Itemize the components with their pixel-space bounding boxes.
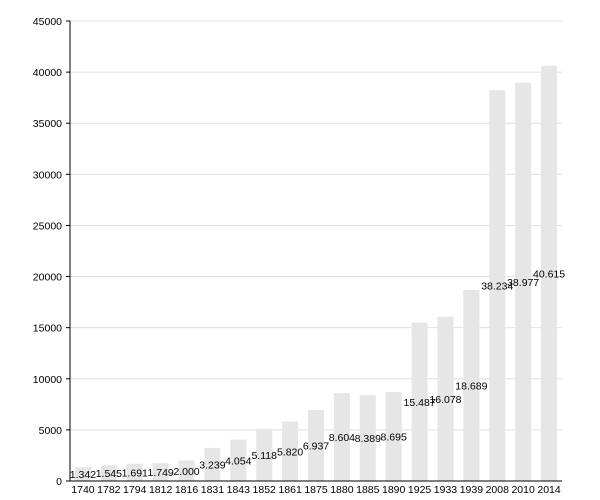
data-label: 1.545 <box>96 468 122 480</box>
y-tick-label: 45000 <box>33 16 62 28</box>
x-tick-label: 1843 <box>227 484 251 496</box>
y-tick-label: 0 <box>56 476 62 488</box>
bar-1852 <box>256 428 273 481</box>
x-tick-label: 1782 <box>97 484 121 496</box>
bar-1933 <box>437 316 454 481</box>
x-tick-label: 1890 <box>382 484 406 496</box>
bar-1880 <box>333 393 350 481</box>
x-tick-label: 1885 <box>356 484 380 496</box>
bar-2010 <box>515 82 532 481</box>
y-tick-label: 5000 <box>39 425 63 437</box>
bar-1890 <box>385 392 402 481</box>
x-tick-label: 1875 <box>304 484 328 496</box>
data-label: 5.820 <box>277 446 303 458</box>
x-tick-label: 2014 <box>537 484 561 496</box>
x-tick-labels: 1740 1782 1794 1812 1816 1831 1843 1852 1861 1875… <box>71 484 561 496</box>
y-tick-label: 10000 <box>33 374 62 386</box>
bar-1831 <box>204 447 221 481</box>
x-tick-label: 2010 <box>511 484 535 496</box>
x-tick-label: 1740 <box>71 484 95 496</box>
x-tick-label: 1831 <box>201 484 225 496</box>
y-tick-label: 35000 <box>33 118 62 130</box>
x-tick-label: 1933 <box>434 484 458 496</box>
data-label: 8.604 <box>329 432 355 444</box>
bar-1939 <box>463 289 480 481</box>
bar-1885 <box>359 395 376 481</box>
x-tick-label: 1880 <box>330 484 354 496</box>
y-tick-labels: 0 5000 10000 15000 20000 25000 30000 35000 40000… <box>33 16 62 488</box>
bar-1816 <box>178 460 195 481</box>
y-tick-label: 20000 <box>33 272 62 284</box>
bar-1843 <box>230 439 247 481</box>
bar-1782 <box>100 465 117 481</box>
y-tick-label: 15000 <box>33 323 62 335</box>
axes <box>69 21 562 482</box>
data-label: 1.691 <box>122 467 148 479</box>
data-label: 16.078 <box>429 394 461 406</box>
bar-1740 <box>74 467 91 481</box>
data-label: 15.487 <box>404 397 436 409</box>
x-tick-label: 1861 <box>278 484 302 496</box>
data-label: 8.389 <box>355 433 381 445</box>
y-tick-label: 30000 <box>33 169 62 181</box>
bar-1812 <box>152 463 169 481</box>
data-label: 38.234 <box>481 281 513 293</box>
x-tick-label: 1939 <box>460 484 484 496</box>
data-label: 6.937 <box>303 441 329 453</box>
y-tick-label: 25000 <box>33 220 62 232</box>
data-label: 1.342 <box>70 469 96 481</box>
bar-1861 <box>282 421 299 481</box>
grid-lines <box>66 20 562 482</box>
x-tick-label: 1812 <box>149 484 173 496</box>
bar-2014 <box>541 65 558 481</box>
data-label: 40.615 <box>533 268 565 280</box>
bar-2008 <box>489 90 506 481</box>
bar-1794 <box>126 463 143 481</box>
x-tick-label: 1816 <box>175 484 199 496</box>
data-label: 2.000 <box>173 466 199 478</box>
x-tick-label: 1925 <box>408 484 432 496</box>
bar-1875 <box>307 410 325 481</box>
data-label: 3.239 <box>199 459 225 471</box>
bar-1925 <box>411 322 428 481</box>
data-label: 38.977 <box>507 277 539 289</box>
x-tick-label: 1852 <box>253 484 277 496</box>
data-label: 1.749 <box>147 467 173 479</box>
data-label: 5.118 <box>251 450 277 462</box>
data-label: 18.689 <box>455 380 487 392</box>
data-label: 4.054 <box>225 455 251 467</box>
data-label: 8.695 <box>381 432 407 444</box>
y-tick-label: 40000 <box>33 67 62 79</box>
x-tick-label: 1794 <box>123 484 147 496</box>
x-tick-label: 2008 <box>486 484 510 496</box>
bars <box>74 65 558 481</box>
